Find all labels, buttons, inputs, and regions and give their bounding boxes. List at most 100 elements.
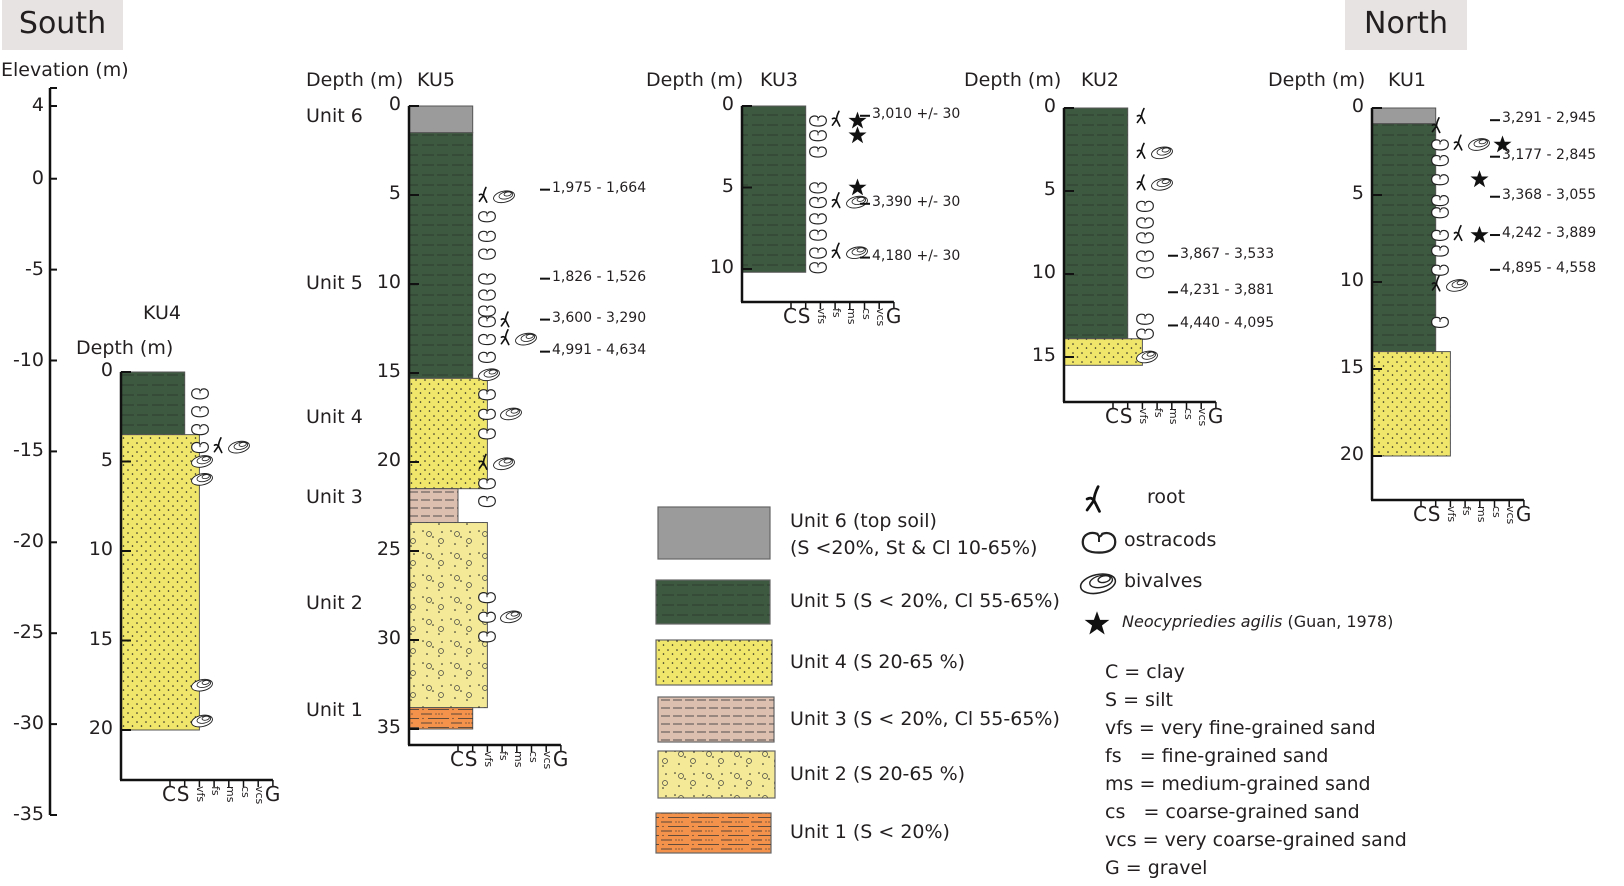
- root-icon: [831, 242, 841, 259]
- ostracod-icon: [809, 247, 827, 259]
- grain-size-abbreviations: C = clay S = silt vfs = very fine-grained …: [1105, 658, 1407, 882]
- root-icon: [500, 328, 510, 346]
- radiocarbon-date: 4,895 - 4,558: [1502, 259, 1597, 276]
- legend-swatch-unit6: [657, 506, 771, 560]
- legend-unit-label: Unit 2 (S 20-65 %): [790, 762, 966, 785]
- elevation-tick-label: -15: [12, 439, 44, 462]
- depth-tick-label: 0: [1043, 95, 1056, 117]
- grain-size-label: vfs: [815, 308, 829, 325]
- grain-size-label: S: [1427, 502, 1441, 526]
- ostracod-icon: [478, 248, 496, 260]
- depth-tick-label: 20: [1339, 443, 1364, 465]
- grain-size-label: cs: [526, 751, 540, 763]
- grain-size-label: C: [783, 304, 797, 328]
- legend-unit-label: Unit 4 (S 20-65 %): [790, 650, 966, 673]
- core-title: KU4: [143, 302, 181, 324]
- elevation-tick-label: -5: [25, 257, 44, 280]
- core-ku2: [1062, 107, 1217, 409]
- depth-axis-title: Depth (m): [76, 337, 174, 359]
- depth-tick-label: 15: [1031, 344, 1056, 366]
- grain-size-label: C: [450, 747, 464, 771]
- radiocarbon-date: 3,010 +/- 30: [872, 105, 961, 122]
- ostracod-icon: [478, 305, 496, 317]
- legend-unit-label: Unit 6 (top soil): [790, 510, 937, 532]
- abbreviation-entry: S = silt: [1105, 689, 1173, 711]
- radiocarbon-date: 3,600 - 3,290: [552, 309, 647, 326]
- grain-size-label: cs: [238, 786, 252, 798]
- radiocarbon-date: 4,440 - 4,095: [1180, 315, 1275, 332]
- grain-size-label: vfs: [1445, 506, 1459, 523]
- grain-size-label: cs: [1489, 506, 1503, 518]
- legend-swatch-pattern: [658, 751, 775, 798]
- ostracod-icon: [1431, 139, 1449, 151]
- ostracod-icon: [1431, 194, 1449, 207]
- layer-pattern-unit5: [121, 372, 185, 435]
- legend-star-icon: [1084, 611, 1110, 635]
- grain-size-label: ms: [1166, 408, 1180, 425]
- depth-tick-label: 35: [376, 716, 401, 738]
- radiocarbon-date: 1,826 - 1,526: [552, 268, 647, 285]
- grain-size-label: fs: [1460, 506, 1474, 516]
- unit-label: Unit 3: [306, 485, 363, 508]
- layer-pattern-unit5: [409, 132, 473, 379]
- legend-symbol-label: ostracods: [1124, 529, 1217, 551]
- core-ku4: [119, 371, 274, 787]
- grain-size-label: ms: [511, 751, 525, 768]
- root-icon: [1453, 134, 1463, 151]
- elevation-axis-title: Elevation (m): [1, 59, 129, 81]
- legend-ostracod-icon: [1081, 531, 1117, 554]
- elevation-tick-label: 0: [31, 166, 44, 189]
- elevation-tick-label: -35: [12, 803, 44, 825]
- depth-tick-label: 10: [1339, 269, 1364, 291]
- layer-pattern-unit1: [409, 707, 473, 729]
- ostracod-icon: [1136, 250, 1154, 262]
- grain-size-label: cs: [1181, 408, 1195, 420]
- depth-tick-label: 15: [88, 627, 113, 650]
- grain-size-label: vfs: [194, 786, 208, 803]
- depth-tick-label: 15: [1339, 356, 1364, 378]
- depth-tick-label: 10: [709, 256, 734, 278]
- ostracod-icon: [478, 611, 496, 623]
- unit-label: Unit 4: [306, 405, 363, 428]
- bivalve-icon: [499, 405, 523, 421]
- root-icon: [831, 110, 841, 127]
- ostracod-icon: [478, 408, 496, 420]
- radiocarbon-date: 3,368 - 3,055: [1502, 186, 1597, 203]
- radiocarbon-date: 3,390 +/- 30: [872, 193, 961, 210]
- grain-size-label: vfs: [482, 751, 496, 768]
- legend-unit-label: (S <20%, St & Cl 10-65%): [790, 537, 1038, 559]
- ostracod-icon: [478, 428, 496, 440]
- ostracod-icon: [1431, 207, 1449, 219]
- layer-pattern-unit4: [409, 378, 488, 489]
- depth-tick-label: 30: [376, 627, 401, 649]
- bivalve-icon: [492, 188, 516, 204]
- legend-swatch-pattern: [658, 697, 774, 742]
- ostracod-icon: [1431, 316, 1449, 329]
- legend-symbol-label: Neocypriedies agilis (Guan, 1978): [1122, 612, 1393, 631]
- grain-size-label: S: [1119, 404, 1133, 428]
- core-ku5: [407, 105, 562, 752]
- layer-pattern-unit5: [1064, 108, 1128, 339]
- radiocarbon-date: 3,291 - 2,945: [1502, 110, 1597, 127]
- root-icon: [1136, 142, 1146, 160]
- legend-root-icon: [1085, 485, 1101, 513]
- star-icon: [1470, 170, 1489, 188]
- unit-label: Unit 5: [306, 272, 363, 294]
- radiocarbon-date: 3,867 - 3,533: [1180, 245, 1275, 262]
- depth-axis-title: Depth (m): [306, 69, 404, 91]
- depth-axis-title: Depth (m): [646, 69, 744, 91]
- radiocarbon-date: 4,991 - 4,634: [552, 341, 647, 358]
- depth-tick-label: 5: [1351, 182, 1364, 204]
- ostracod-icon: [478, 389, 496, 401]
- star-icon: [1470, 225, 1489, 243]
- unit-label: Unit 2: [306, 592, 363, 615]
- ostracod-icon: [1431, 245, 1449, 257]
- unit-label: Unit 1: [306, 699, 363, 722]
- grain-size-label: vfs: [1137, 408, 1151, 425]
- grain-size-label: G: [885, 304, 902, 328]
- abbreviation-entry: C = clay: [1105, 661, 1185, 683]
- radiocarbon-date: 4,231 - 3,881: [1180, 282, 1275, 299]
- legend-symbol-label: bivalves: [1124, 570, 1203, 592]
- ostracod-icon: [478, 351, 496, 364]
